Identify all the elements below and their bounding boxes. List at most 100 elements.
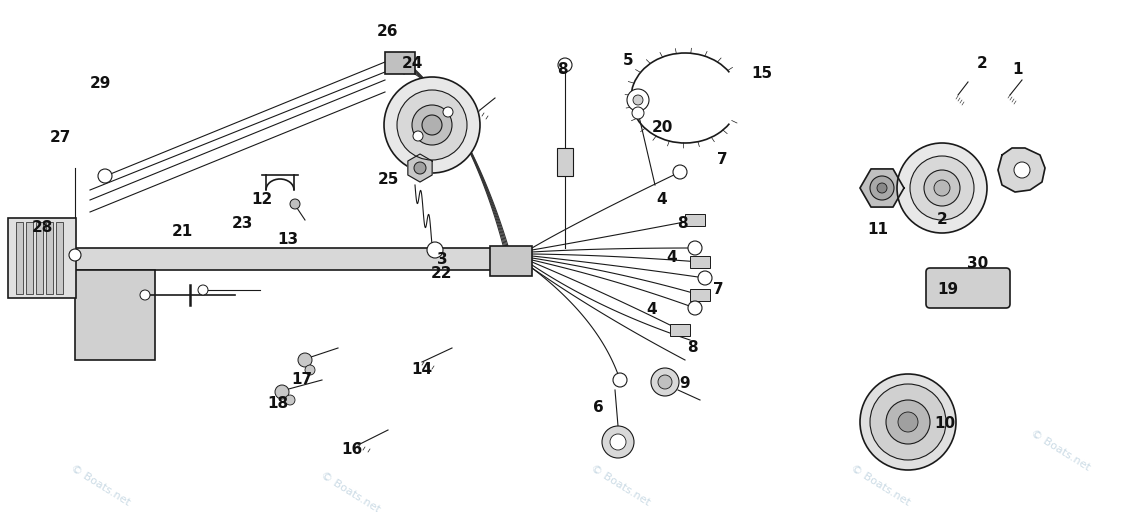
Circle shape xyxy=(69,249,82,261)
Circle shape xyxy=(627,89,649,111)
Text: 5: 5 xyxy=(622,53,634,68)
Circle shape xyxy=(910,156,974,220)
Circle shape xyxy=(285,395,295,405)
Circle shape xyxy=(276,385,289,399)
Text: 6: 6 xyxy=(592,399,604,415)
Text: 18: 18 xyxy=(267,396,288,412)
Circle shape xyxy=(414,162,426,174)
Text: 27: 27 xyxy=(49,130,71,144)
Text: 11: 11 xyxy=(868,223,889,238)
Circle shape xyxy=(443,107,453,117)
Circle shape xyxy=(305,365,315,375)
Circle shape xyxy=(688,241,701,255)
Circle shape xyxy=(197,285,208,295)
Bar xyxy=(685,214,705,226)
Text: © Boats.net: © Boats.net xyxy=(318,470,381,512)
Bar xyxy=(690,289,709,301)
Circle shape xyxy=(924,170,960,206)
Circle shape xyxy=(860,374,956,470)
Circle shape xyxy=(140,290,150,300)
Bar xyxy=(690,256,709,268)
Polygon shape xyxy=(860,169,903,207)
Bar xyxy=(557,148,573,176)
Text: 15: 15 xyxy=(752,67,773,81)
Text: 26: 26 xyxy=(378,25,398,39)
Text: 7: 7 xyxy=(713,283,723,297)
Circle shape xyxy=(558,58,572,72)
Text: 23: 23 xyxy=(231,217,253,231)
Bar xyxy=(75,270,155,360)
Circle shape xyxy=(610,434,626,450)
Text: 21: 21 xyxy=(171,224,193,240)
FancyBboxPatch shape xyxy=(926,268,1010,308)
Circle shape xyxy=(427,242,443,258)
Circle shape xyxy=(651,368,678,396)
Bar xyxy=(8,218,76,298)
Bar xyxy=(46,222,53,294)
Circle shape xyxy=(886,400,930,444)
Bar xyxy=(385,52,414,74)
Bar xyxy=(490,246,532,276)
Circle shape xyxy=(383,77,480,173)
Text: 14: 14 xyxy=(411,362,433,377)
Text: 20: 20 xyxy=(651,119,673,135)
Circle shape xyxy=(412,105,452,145)
Circle shape xyxy=(898,412,918,432)
Circle shape xyxy=(877,183,887,193)
Circle shape xyxy=(290,199,300,209)
Text: 24: 24 xyxy=(402,56,422,72)
Circle shape xyxy=(397,90,467,160)
Bar xyxy=(26,222,33,294)
Polygon shape xyxy=(998,148,1045,192)
Circle shape xyxy=(673,165,687,179)
Circle shape xyxy=(613,373,627,387)
Text: 22: 22 xyxy=(432,267,452,282)
Circle shape xyxy=(1014,162,1030,178)
Text: 19: 19 xyxy=(938,283,959,297)
Circle shape xyxy=(422,115,442,135)
Circle shape xyxy=(658,375,672,389)
Bar xyxy=(75,248,505,270)
Bar xyxy=(36,222,42,294)
Text: 12: 12 xyxy=(251,193,272,207)
Text: 4: 4 xyxy=(657,193,667,207)
Text: © Boats.net: © Boats.net xyxy=(69,463,131,507)
Circle shape xyxy=(698,271,712,285)
Text: 29: 29 xyxy=(90,76,110,92)
Text: © Boats.net: © Boats.net xyxy=(1029,428,1092,472)
Text: © Boats.net: © Boats.net xyxy=(848,463,912,507)
Text: 7: 7 xyxy=(716,153,728,167)
Text: 9: 9 xyxy=(680,376,690,392)
Text: 2: 2 xyxy=(977,56,987,72)
Circle shape xyxy=(870,384,946,460)
Text: 30: 30 xyxy=(968,257,988,271)
Text: 1: 1 xyxy=(1013,62,1023,77)
Text: 17: 17 xyxy=(292,373,312,388)
Circle shape xyxy=(870,176,894,200)
Circle shape xyxy=(602,426,634,458)
Text: 2: 2 xyxy=(937,212,947,227)
Text: 10: 10 xyxy=(934,416,955,432)
Text: 28: 28 xyxy=(31,220,53,234)
Circle shape xyxy=(934,180,951,196)
Text: © Boats.net: © Boats.net xyxy=(589,463,651,507)
Bar xyxy=(670,324,690,336)
Text: 3: 3 xyxy=(436,252,448,267)
Text: 25: 25 xyxy=(378,173,398,187)
Circle shape xyxy=(298,353,312,367)
Text: 8: 8 xyxy=(676,217,688,231)
Circle shape xyxy=(98,169,113,183)
Text: 13: 13 xyxy=(278,232,298,247)
Text: 4: 4 xyxy=(667,249,677,265)
Circle shape xyxy=(633,95,643,105)
Text: 8: 8 xyxy=(687,339,697,354)
Circle shape xyxy=(688,301,701,315)
Text: 4: 4 xyxy=(646,303,658,317)
Circle shape xyxy=(633,107,644,119)
Circle shape xyxy=(413,131,422,141)
Circle shape xyxy=(897,143,987,233)
Polygon shape xyxy=(408,154,432,182)
Text: 16: 16 xyxy=(341,442,363,458)
Bar xyxy=(56,222,63,294)
Bar xyxy=(16,222,23,294)
